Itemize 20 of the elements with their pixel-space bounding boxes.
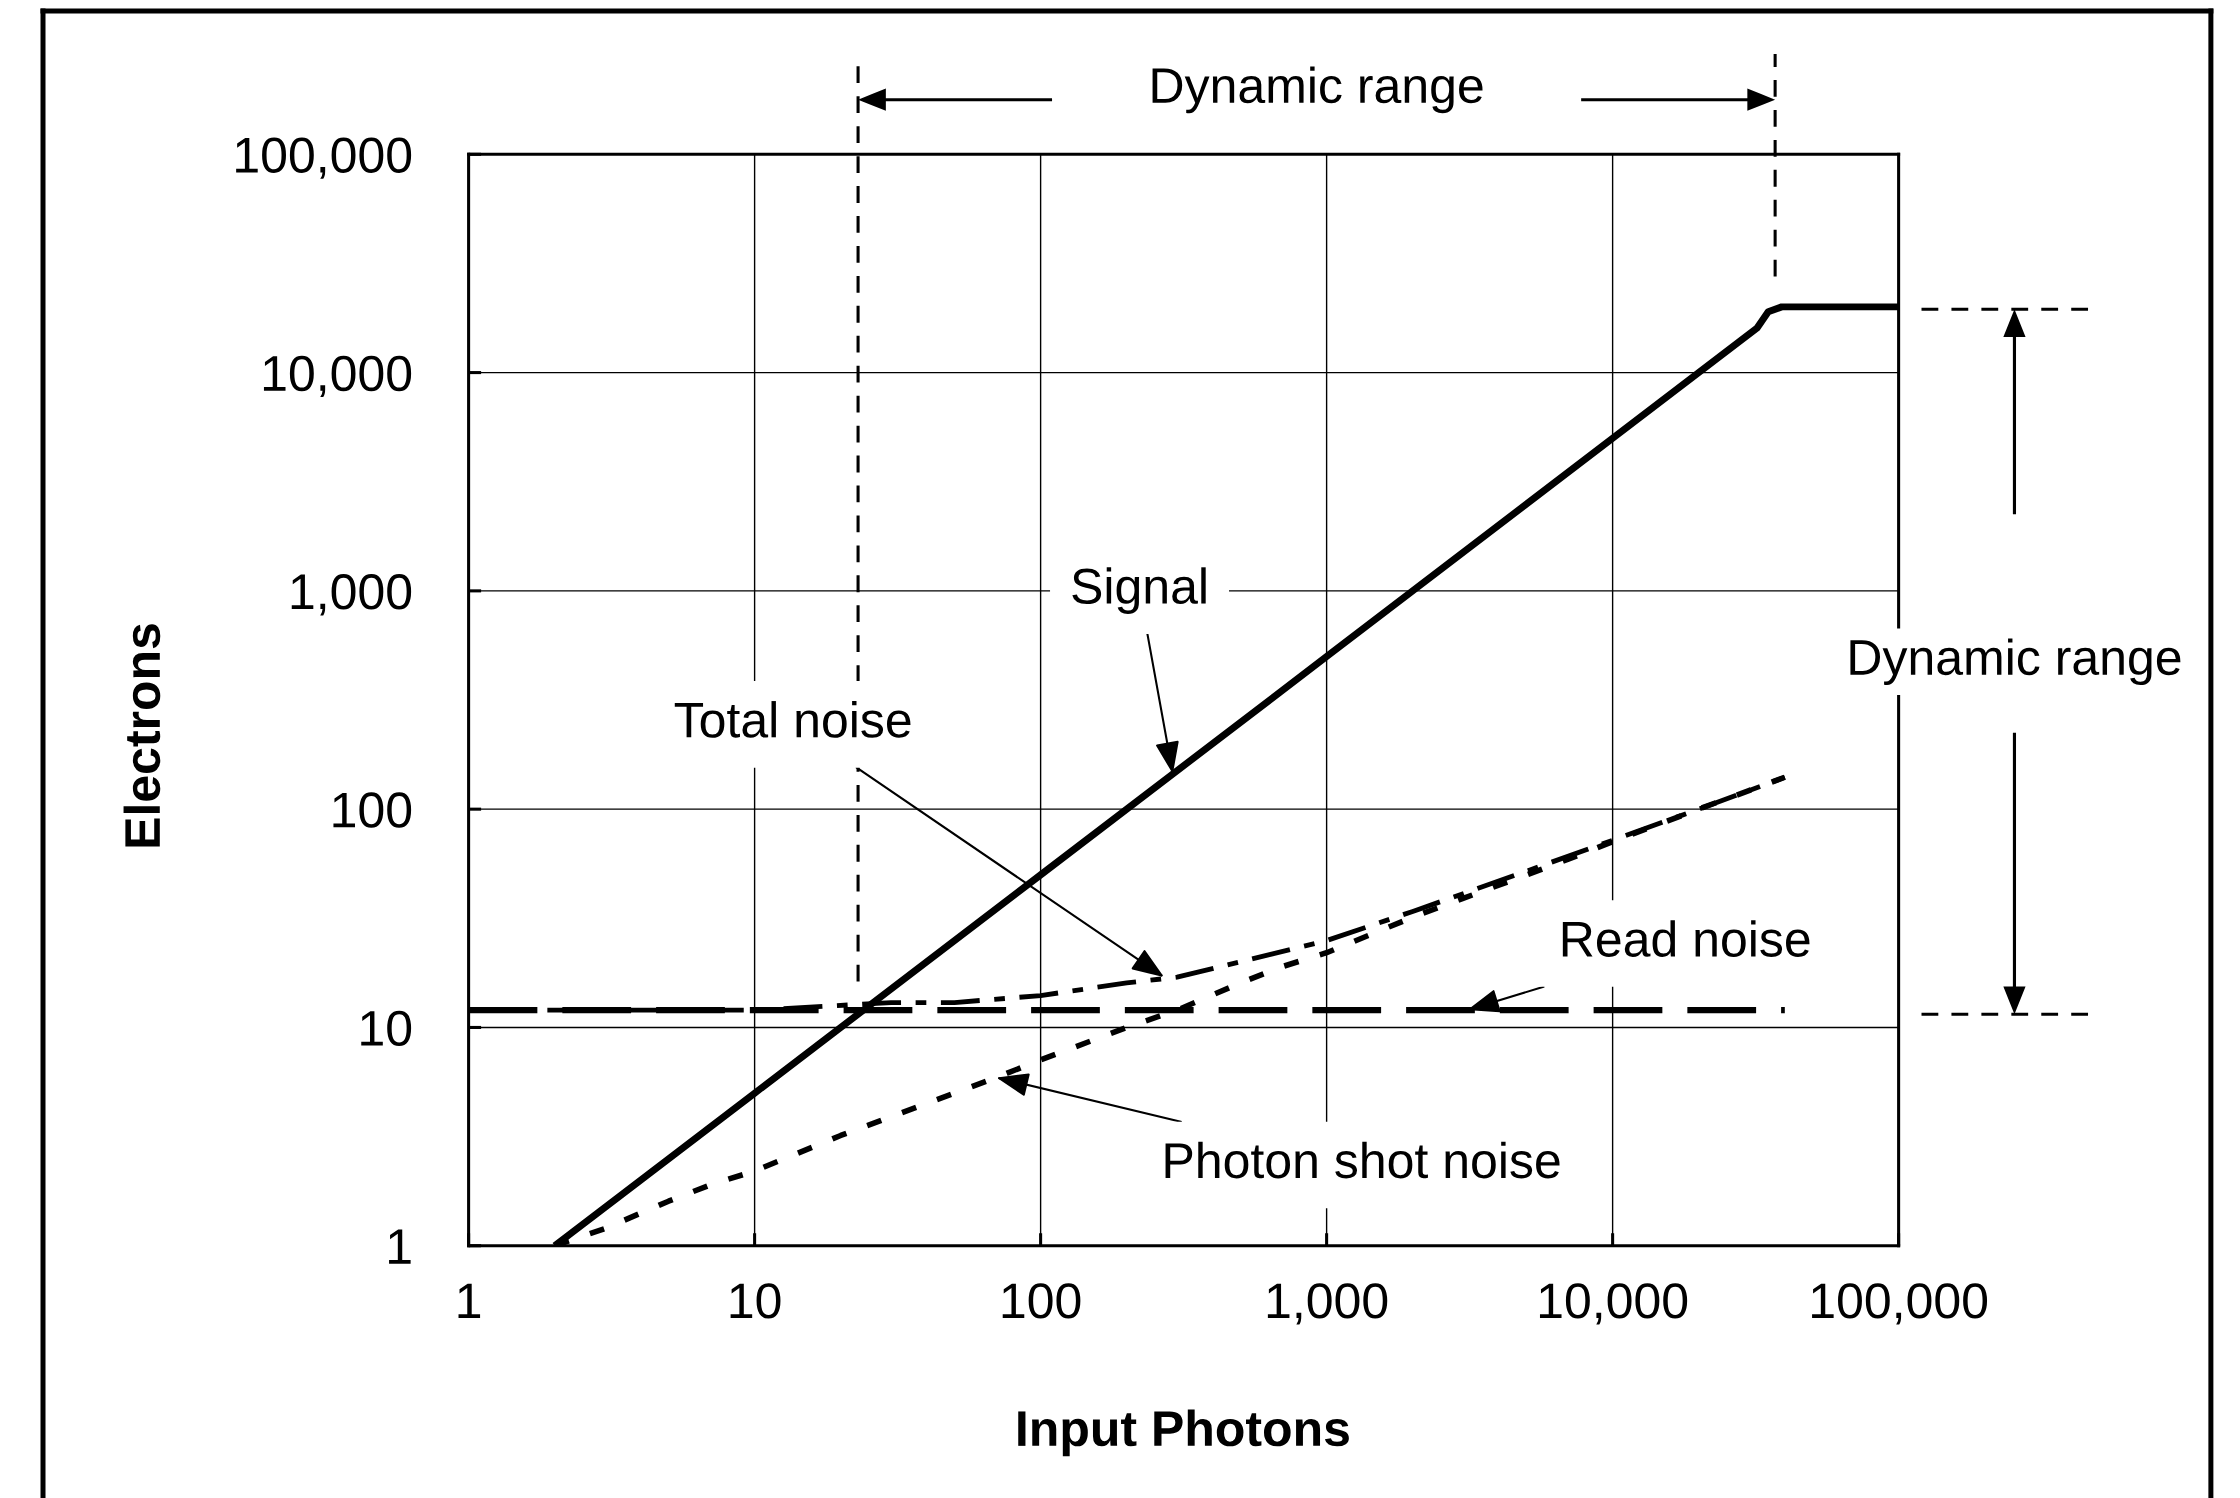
text: Dynamic range	[1152, 66, 1483, 114]
y-tick-label: 100,000	[236, 137, 412, 179]
annotation: Total noise	[674, 701, 911, 738]
y-tick-label: 100	[333, 792, 412, 828]
x-tick-label: 10	[730, 1283, 781, 1319]
annotation: Signal	[1072, 567, 1206, 614]
annotation: Photon shot noise	[1165, 1141, 1560, 1179]
x-tick-label: 100	[1002, 1283, 1081, 1319]
x-tick-label: 1	[458, 1283, 481, 1319]
x-tick-label: 1,000	[1267, 1283, 1388, 1325]
x-tick-label: 100,000	[1812, 1283, 1988, 1325]
y-tick-label: 10,000	[263, 355, 412, 398]
y-tick-label: 10	[361, 1010, 412, 1047]
y-tick-label: 1,000	[291, 574, 412, 616]
x-tick-label: 10,000	[1539, 1283, 1688, 1325]
annotation: Dynamic range	[1850, 638, 2181, 686]
y-tick-label: 1	[389, 1229, 411, 1264]
annotation: Read noise	[1562, 920, 1810, 957]
x-axis-title: Input Photons	[1018, 1409, 1349, 1457]
y-axis-title: Electrons	[123, 624, 161, 847]
